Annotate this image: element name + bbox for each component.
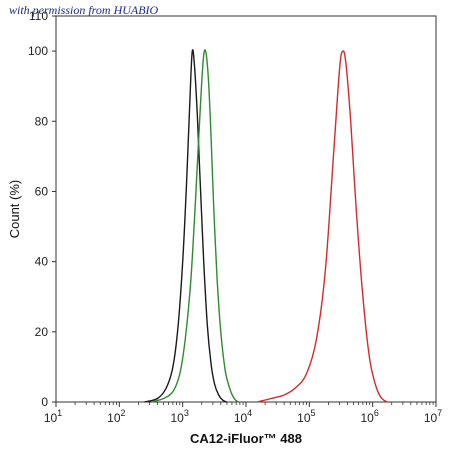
x-tick-label: 101: [44, 408, 62, 425]
x-tick-label: 104: [234, 408, 252, 425]
y-tick-label: 60: [35, 184, 49, 198]
y-axis-title: Count (%): [7, 180, 22, 239]
y-tick-label: 100: [28, 44, 48, 58]
y-tick-label: 0: [41, 395, 48, 409]
y-tick-label: 110: [29, 9, 48, 23]
plot-frame: [55, 15, 437, 403]
x-axis-ticks: 101 102 103 104 105 106 107: [44, 402, 442, 425]
y-axis-ticks: 0 20 40 60 80 100 110: [28, 9, 56, 409]
histogram-curves: [144, 49, 388, 403]
x-tick-label: 102: [107, 408, 125, 425]
histogram-series-1: [144, 49, 228, 403]
watermark-text: with permission from HUABIO: [9, 3, 159, 17]
y-tick-label: 20: [35, 325, 49, 339]
x-tick-label: 106: [360, 408, 378, 425]
x-tick-label: 103: [170, 408, 188, 425]
y-tick-label: 40: [35, 255, 49, 269]
x-axis-title: CA12-iFluor™ 488: [190, 431, 302, 446]
x-tick-label: 107: [424, 408, 442, 425]
histogram-series-3: [257, 50, 388, 403]
x-tick-label: 105: [297, 408, 315, 425]
histogram-series-2: [151, 49, 239, 403]
y-tick-label: 80: [35, 114, 49, 128]
